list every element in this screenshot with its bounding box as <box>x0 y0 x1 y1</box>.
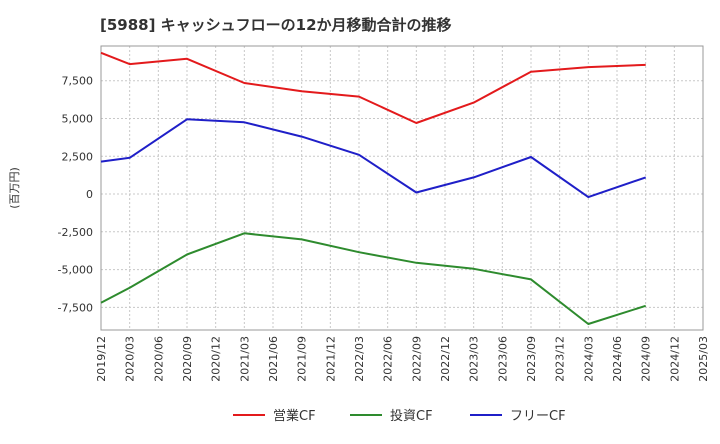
chart-title: [5988] キャッシュフローの12か月移動合計の推移 <box>100 16 452 34</box>
x-tick-label: 2023/12 <box>554 336 567 382</box>
x-tick-label: 2019/12 <box>95 336 108 382</box>
x-tick-label: 2024/12 <box>668 336 681 382</box>
x-tick-label: 2021/03 <box>238 336 251 382</box>
y-axis-label: (百万円) <box>8 167 21 209</box>
plot-border <box>100 45 704 331</box>
x-tick-label: 2024/03 <box>582 336 595 382</box>
series-line-1 <box>100 51 646 124</box>
legend-label-1: 営業CF <box>273 408 316 424</box>
legend-label-2: 投資CF <box>390 408 433 424</box>
x-tick-label: 2020/12 <box>210 336 223 382</box>
y-tick-label: 5,000 <box>62 113 94 126</box>
x-tick-label: 2022/12 <box>439 336 452 382</box>
y-tick-label: -7,500 <box>58 301 93 314</box>
x-tick-label: 2023/09 <box>525 336 538 382</box>
series-line-2 <box>100 232 647 325</box>
x-tick-label: 2023/03 <box>468 336 481 382</box>
y-tick-label: 2,500 <box>62 150 94 163</box>
x-tick-label: 2025/03 <box>697 336 710 382</box>
x-tick-label: 2021/06 <box>267 336 280 382</box>
x-tick-label: 2023/06 <box>496 336 509 382</box>
x-tick-label: 2022/06 <box>382 336 395 382</box>
plot-area <box>101 46 703 330</box>
x-tick-label: 2024/06 <box>611 336 624 382</box>
legend-label-3: フリーCF <box>510 409 566 424</box>
x-tick-label: 2020/09 <box>181 336 194 382</box>
series-line-3 <box>100 118 647 199</box>
x-tick-label: 2024/09 <box>640 336 653 382</box>
x-tick-label: 2020/03 <box>124 336 137 382</box>
x-tick-label: 2021/12 <box>324 336 337 382</box>
x-tick-label: 2022/03 <box>353 336 366 382</box>
y-tick-label: 7,500 <box>62 75 94 88</box>
x-tick-label: 2020/06 <box>152 336 165 382</box>
y-tick-label: -5,000 <box>58 264 93 277</box>
x-tick-label: 2022/09 <box>410 336 423 382</box>
x-tick-label: 2021/09 <box>296 336 309 382</box>
y-tick-label: 0 <box>86 188 93 201</box>
y-tick-label: -2,500 <box>58 226 93 239</box>
